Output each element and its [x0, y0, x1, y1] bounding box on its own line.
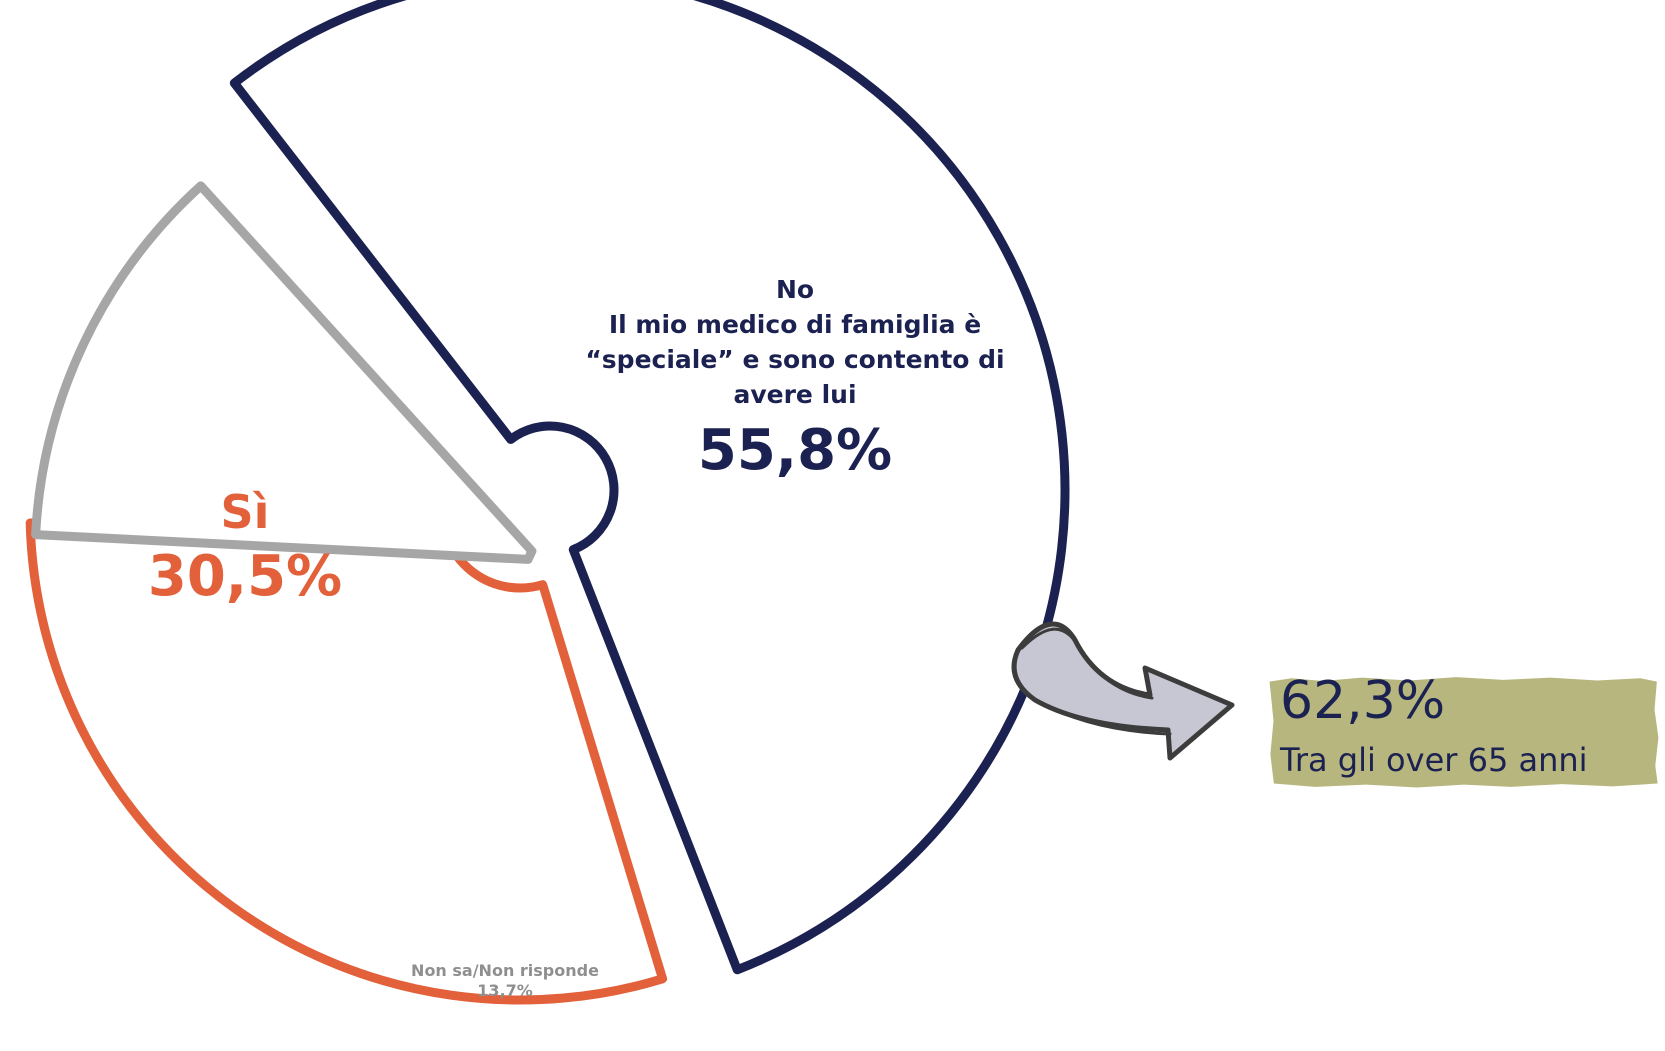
pie-slice-si	[25, 507, 668, 1005]
pie-slices	[25, 0, 1070, 1005]
callout-arrow	[1011, 621, 1235, 761]
slice-category-non-sa: Non sa/Non risponde	[411, 961, 599, 980]
callout-arrow-sketch	[1020, 627, 1172, 736]
slice-label-no-line-2: Il mio medico di famiglia è	[608, 310, 982, 339]
slice-label-no-line-4: avere lui	[733, 380, 857, 409]
callout-box	[1269, 677, 1659, 788]
slice-label-si: Sì 30,5%	[105, 482, 385, 612]
callout-arrow-shape	[1011, 621, 1235, 761]
pie-slice-non-sa	[31, 181, 537, 564]
callout-value: 62,3%	[1280, 671, 1446, 731]
slice-value-no: 55,8%	[697, 418, 893, 483]
slice-label-no: No Il mio medico di famiglia è “speciale…	[560, 272, 1030, 488]
slice-value-non-sa: 13,7%	[477, 981, 533, 1000]
slice-value-si: 30,5%	[147, 544, 343, 609]
slice-label-no-line-3: “speciale” e sono contento di	[585, 345, 1005, 374]
slice-category-si: Sì	[220, 485, 270, 539]
pie-slice-no	[229, 0, 1070, 975]
slice-label-no-line-1: No	[775, 275, 815, 304]
callout-text: Tra gli over 65 anni	[1280, 741, 1588, 779]
slice-label-non-sa: Non sa/Non risponde 13,7%	[385, 961, 625, 1001]
